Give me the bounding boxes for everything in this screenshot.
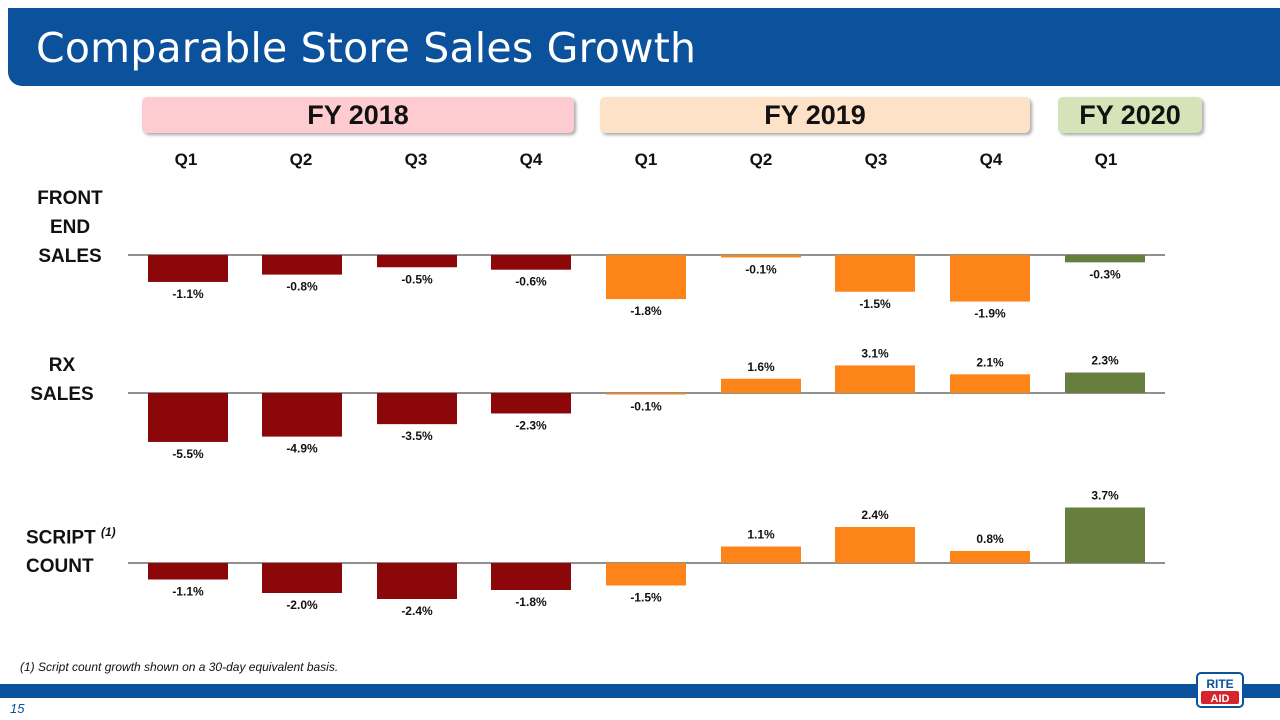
quarter-label: Q2 (289, 150, 313, 169)
data-label: 0.8% (976, 532, 1004, 546)
bar (262, 393, 342, 437)
footnote: (1) Script count growth shown on a 30-da… (20, 660, 339, 674)
row-label-rx: RX SALES (28, 351, 96, 409)
data-label: -1.8% (515, 595, 547, 609)
bar (377, 255, 457, 268)
bottom-bar (0, 684, 1280, 698)
quarter-label: Q3 (864, 150, 888, 169)
row-label-script-count: SCRIPT (1) COUNT (26, 518, 116, 581)
data-label: -2.4% (401, 604, 433, 618)
bar (950, 255, 1030, 302)
row-label-line: END (49, 217, 91, 238)
rite-aid-logo: RITE AID (1196, 672, 1244, 708)
data-label: 2.4% (861, 508, 889, 522)
bar (262, 255, 342, 275)
quarter-label: Q1 (1094, 150, 1118, 169)
data-label: -1.1% (172, 287, 204, 301)
data-label: -2.0% (286, 598, 318, 612)
quarter-label: Q2 (749, 150, 773, 169)
logo-text-rite: RITE (1206, 677, 1233, 691)
bar (835, 365, 915, 393)
fy-2020-header: FY 2020 (1058, 97, 1202, 133)
row-label-line: SALES (38, 246, 102, 267)
quarter-label: Q4 (519, 150, 543, 169)
data-label: -0.8% (286, 280, 318, 294)
row-label-line: COUNT (26, 556, 94, 578)
data-label: -0.3% (1089, 267, 1121, 281)
quarter-label: Q3 (404, 150, 428, 169)
data-label: 1.1% (747, 528, 775, 542)
quarter-label: Q1 (634, 150, 658, 169)
data-label: 2.1% (976, 355, 1004, 369)
row-label-line: SALES (30, 384, 94, 405)
data-label: -1.8% (630, 304, 662, 318)
data-label: 1.6% (747, 360, 775, 374)
title-bar (8, 8, 1280, 86)
logo-red-panel (1201, 691, 1239, 704)
row-label-script: SCRIPT (26, 527, 96, 549)
data-label: -4.9% (286, 442, 318, 456)
bar (491, 393, 571, 414)
logo-text-aid: AID (1211, 693, 1230, 705)
bar (606, 255, 686, 300)
bar (491, 563, 571, 590)
row-label-line: RX (48, 355, 76, 376)
bar (377, 393, 457, 425)
bar (1065, 372, 1145, 393)
bar (377, 563, 457, 599)
bar (950, 551, 1030, 563)
quarter-label: Q1 (174, 150, 198, 169)
bar (721, 255, 801, 258)
bar (835, 255, 915, 292)
slide-number: 15 (10, 701, 25, 716)
row-label-line: FRONT (37, 188, 103, 209)
data-label: -1.5% (630, 591, 662, 605)
bar (950, 374, 1030, 393)
bar (1065, 255, 1145, 263)
bar (606, 393, 686, 395)
data-label: -0.6% (515, 275, 547, 289)
fy-2019-header: FY 2019 (600, 97, 1030, 133)
data-label: -1.5% (859, 297, 891, 311)
footnote-marker: (1) (100, 525, 116, 539)
bar (148, 563, 228, 580)
quarter-label: Q4 (979, 150, 1003, 169)
data-label: -5.5% (172, 447, 204, 461)
data-label: -3.5% (401, 429, 433, 443)
bar (148, 255, 228, 282)
fy-2018-header: FY 2018 (142, 97, 574, 133)
bar (835, 527, 915, 563)
data-label: -0.5% (401, 272, 433, 286)
bar (606, 563, 686, 586)
row-label-front-end: FRONT END SALES (36, 184, 104, 271)
bar (148, 393, 228, 442)
data-label: 3.7% (1091, 489, 1119, 503)
data-label: -2.3% (515, 418, 547, 432)
data-label: -0.1% (745, 262, 777, 276)
page-title: Comparable Store Sales Growth (36, 24, 697, 72)
data-label: -1.1% (172, 585, 204, 599)
data-label: 2.3% (1091, 354, 1119, 368)
bar (721, 546, 801, 563)
bar (1065, 507, 1145, 563)
bar (721, 378, 801, 393)
data-label: 3.1% (861, 346, 889, 360)
row-label-line: SCRIPT (1) (26, 518, 116, 552)
bar (262, 563, 342, 593)
data-label: -1.9% (974, 307, 1006, 321)
data-label: -0.1% (630, 400, 662, 414)
bar (491, 255, 571, 270)
